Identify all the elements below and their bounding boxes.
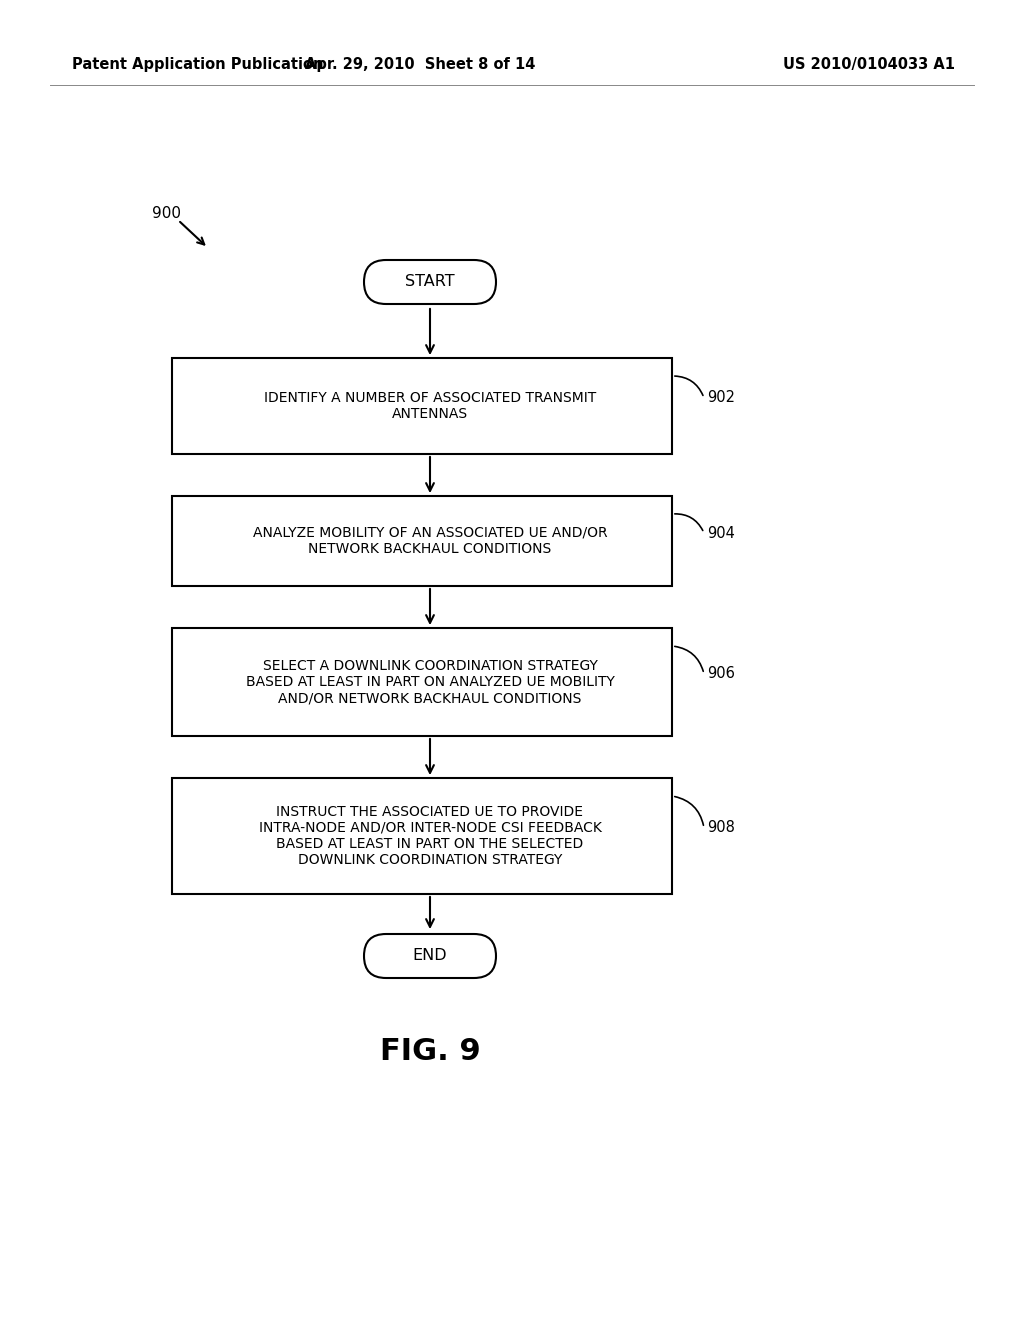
FancyBboxPatch shape xyxy=(364,260,496,304)
Text: END: END xyxy=(413,949,447,964)
FancyBboxPatch shape xyxy=(364,935,496,978)
Text: Patent Application Publication: Patent Application Publication xyxy=(72,58,324,73)
Text: INSTRUCT THE ASSOCIATED UE TO PROVIDE
INTRA-NODE AND/OR INTER-NODE CSI FEEDBACK
: INSTRUCT THE ASSOCIATED UE TO PROVIDE IN… xyxy=(259,805,601,867)
Bar xyxy=(172,496,672,586)
Text: 902: 902 xyxy=(707,391,735,405)
Text: 904: 904 xyxy=(707,525,735,540)
Text: SELECT A DOWNLINK COORDINATION STRATEGY
BASED AT LEAST IN PART ON ANALYZED UE MO: SELECT A DOWNLINK COORDINATION STRATEGY … xyxy=(246,659,614,705)
Text: 900: 900 xyxy=(152,206,181,220)
Text: 908: 908 xyxy=(707,821,735,836)
Text: IDENTIFY A NUMBER OF ASSOCIATED TRANSMIT
ANTENNAS: IDENTIFY A NUMBER OF ASSOCIATED TRANSMIT… xyxy=(264,391,596,421)
Bar xyxy=(172,358,672,454)
Text: ANALYZE MOBILITY OF AN ASSOCIATED UE AND/OR
NETWORK BACKHAUL CONDITIONS: ANALYZE MOBILITY OF AN ASSOCIATED UE AND… xyxy=(253,525,607,556)
Bar xyxy=(172,628,672,737)
Text: US 2010/0104033 A1: US 2010/0104033 A1 xyxy=(783,58,955,73)
Bar xyxy=(172,777,672,894)
Text: START: START xyxy=(406,275,455,289)
Text: Apr. 29, 2010  Sheet 8 of 14: Apr. 29, 2010 Sheet 8 of 14 xyxy=(305,58,536,73)
Text: 906: 906 xyxy=(707,667,735,681)
Text: FIG. 9: FIG. 9 xyxy=(380,1036,480,1065)
